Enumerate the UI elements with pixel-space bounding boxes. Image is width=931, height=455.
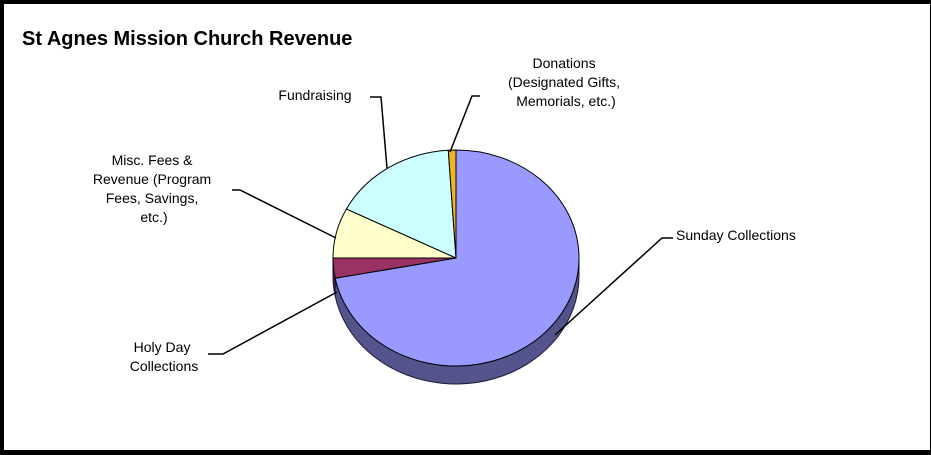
leader-line-donations (449, 95, 480, 153)
pie-slice-sunday-collections (334, 149, 580, 367)
leader-line-misc (232, 189, 337, 239)
label-holy-day-collections: Holy Day Collections (130, 339, 198, 374)
pie-slice-donations-designated-gifts-memorials-etc (447, 149, 457, 259)
leader-line-sunday (554, 237, 673, 336)
label-misc-fees: Misc. Fees & Revenue (Program Fees, Savi… (93, 152, 215, 225)
pie-slices (332, 149, 580, 367)
chart-title: St Agnes Mission Church Revenue (22, 28, 352, 50)
label-fundraising: Fundraising (278, 87, 351, 103)
leader-line-fundraising (370, 96, 388, 169)
label-sunday-collections: Sunday Collections (676, 227, 796, 243)
pie-slice-fundraising (345, 149, 457, 259)
label-donations: Donations (Designated Gifts, Memorials, … (508, 55, 624, 109)
leader-lines (208, 95, 673, 355)
leader-line-holy-day (208, 291, 338, 355)
